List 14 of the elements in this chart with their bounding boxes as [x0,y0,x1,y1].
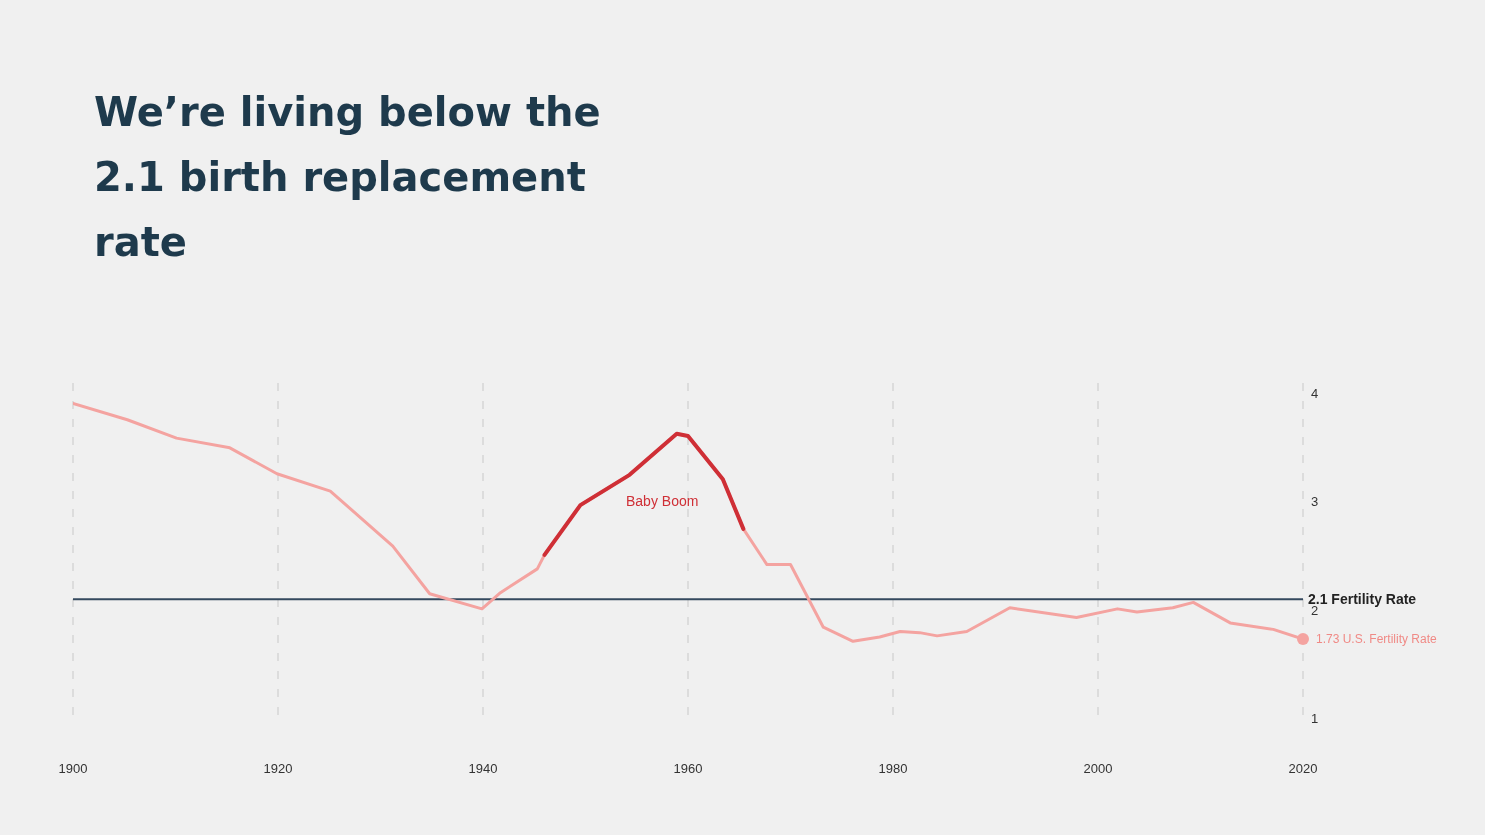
x-tick-label: 1920 [263,761,293,777]
x-tick-label: 1960 [673,761,703,777]
line-series [542,431,746,557]
x-tick-label: 1980 [878,761,908,777]
x-tick-label: 2020 [1288,761,1318,777]
y-tick-label: 3 [1311,494,1319,510]
note: Baby Boom [626,493,699,509]
annotation: 1.73 U.S. Fertility Rate [1316,632,1438,647]
x-tick-label: 2000 [1083,761,1113,777]
y-tick-label: 1 [1311,710,1319,726]
y-tick-label: 4 [1311,386,1319,402]
x-tick-label: 1900 [58,761,88,777]
x-tick-label: 1940 [468,761,498,777]
chart-title: We’re living below the 2.1 birth replacement rate [94,88,602,267]
